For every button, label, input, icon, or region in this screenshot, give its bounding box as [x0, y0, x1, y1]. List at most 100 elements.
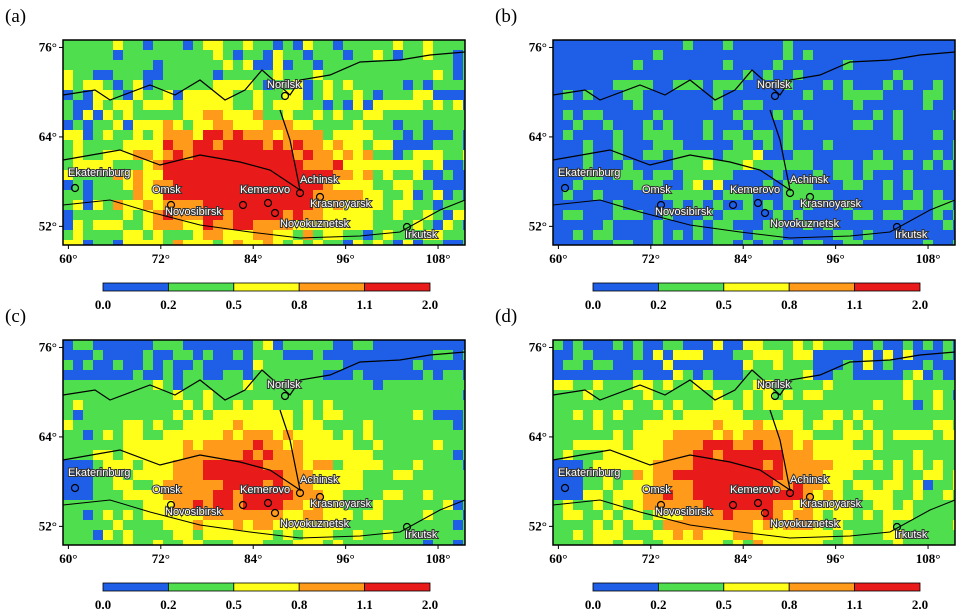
grid-cell	[903, 540, 913, 545]
grid-cell	[163, 190, 173, 200]
grid-cell	[593, 540, 603, 545]
grid-cell	[563, 50, 573, 60]
grid-cell	[843, 110, 853, 120]
grid-cell	[873, 400, 883, 410]
grid-cell	[333, 180, 343, 190]
grid-cell	[703, 70, 713, 80]
grid-cell	[113, 400, 123, 410]
colorbar-tick-label: 0.5	[716, 597, 733, 612]
grid-cell	[363, 110, 373, 120]
grid-cell	[763, 100, 773, 110]
grid-cell	[683, 140, 693, 150]
grid-cell	[683, 180, 693, 190]
grid-cell	[373, 190, 383, 200]
grid-cell	[433, 140, 443, 150]
grid-cell	[323, 410, 333, 420]
grid-cell	[593, 440, 603, 450]
grid-cell	[953, 430, 955, 440]
grid-cell	[663, 380, 673, 390]
grid-cell	[243, 420, 253, 430]
grid-cell	[333, 200, 343, 210]
grid-cell	[613, 430, 623, 440]
grid-cell	[803, 390, 813, 400]
grid-cell	[803, 170, 813, 180]
grid-cell	[703, 360, 713, 370]
lon-tick-label: 72°	[152, 251, 170, 266]
grid-cell	[693, 50, 703, 60]
grid-cell	[283, 540, 293, 545]
grid-cell	[723, 390, 733, 400]
grid-cell	[723, 180, 733, 190]
grid-cell	[633, 420, 643, 430]
grid-cell	[223, 530, 233, 540]
grid-cell	[413, 110, 423, 120]
grid-cell	[563, 410, 573, 420]
grid-cell	[463, 200, 465, 210]
grid-cell	[443, 510, 453, 520]
grid-cell	[723, 470, 733, 480]
grid-cell	[723, 230, 733, 240]
colorbar-tick-label: 1.1	[846, 297, 862, 312]
grid-cell	[753, 390, 763, 400]
grid-cell	[143, 130, 153, 140]
grid-cell	[243, 80, 253, 90]
grid-cell	[673, 140, 683, 150]
grid-cell	[853, 190, 863, 200]
lon-tick-label: 72°	[152, 551, 170, 566]
grid-cell	[323, 510, 333, 520]
grid-cell	[453, 120, 463, 130]
grid-cell	[383, 160, 393, 170]
grid-cell	[463, 400, 465, 410]
grid-cell	[783, 230, 793, 240]
grid-cell	[913, 530, 923, 540]
grid-cell	[203, 440, 213, 450]
grid-cell	[793, 420, 803, 430]
grid-cell	[663, 440, 673, 450]
grid-cell	[773, 80, 783, 90]
city-marker	[315, 492, 325, 502]
grid-cell	[763, 180, 773, 190]
grid-cell	[903, 360, 913, 370]
lat-tick-label: 76°	[529, 39, 547, 54]
grid-cell	[673, 400, 683, 410]
grid-cell	[703, 510, 713, 520]
grid-cell	[373, 430, 383, 440]
grid-cell	[733, 100, 743, 110]
grid-cell	[83, 190, 93, 200]
grid-cell	[573, 200, 583, 210]
grid-cell	[343, 410, 353, 420]
grid-cell	[213, 490, 223, 500]
grid-cell	[293, 130, 303, 140]
grid-cell	[353, 460, 363, 470]
grid-cell	[243, 70, 253, 80]
grid-cell	[613, 360, 623, 370]
grid-cell	[943, 170, 953, 180]
grid-cell	[723, 100, 733, 110]
city-label: Omsk	[152, 184, 181, 196]
grid-cell	[573, 410, 583, 420]
grid-cell	[583, 220, 593, 230]
grid-cell	[663, 340, 673, 350]
grid-cell	[423, 490, 433, 500]
grid-cell	[883, 210, 893, 220]
grid-cell	[213, 70, 223, 80]
city-label: Novokuznetsk	[280, 218, 350, 230]
grid-cell	[93, 160, 103, 170]
grid-cell	[73, 510, 83, 520]
grid-cell	[823, 460, 833, 470]
grid-cell	[563, 470, 573, 480]
grid-cell	[573, 360, 583, 370]
grid-cell	[233, 360, 243, 370]
city-marker	[270, 208, 280, 218]
grid-cell	[703, 500, 713, 510]
grid-cell	[843, 120, 853, 130]
grid-cell	[733, 90, 743, 100]
grid-cell	[263, 120, 273, 130]
grid-cell	[763, 440, 773, 450]
grid-cell	[273, 70, 283, 80]
grid-cell	[353, 370, 363, 380]
grid-cell	[873, 150, 883, 160]
grid-cell	[833, 450, 843, 460]
grid-cell	[843, 370, 853, 380]
grid-cell	[793, 120, 803, 130]
